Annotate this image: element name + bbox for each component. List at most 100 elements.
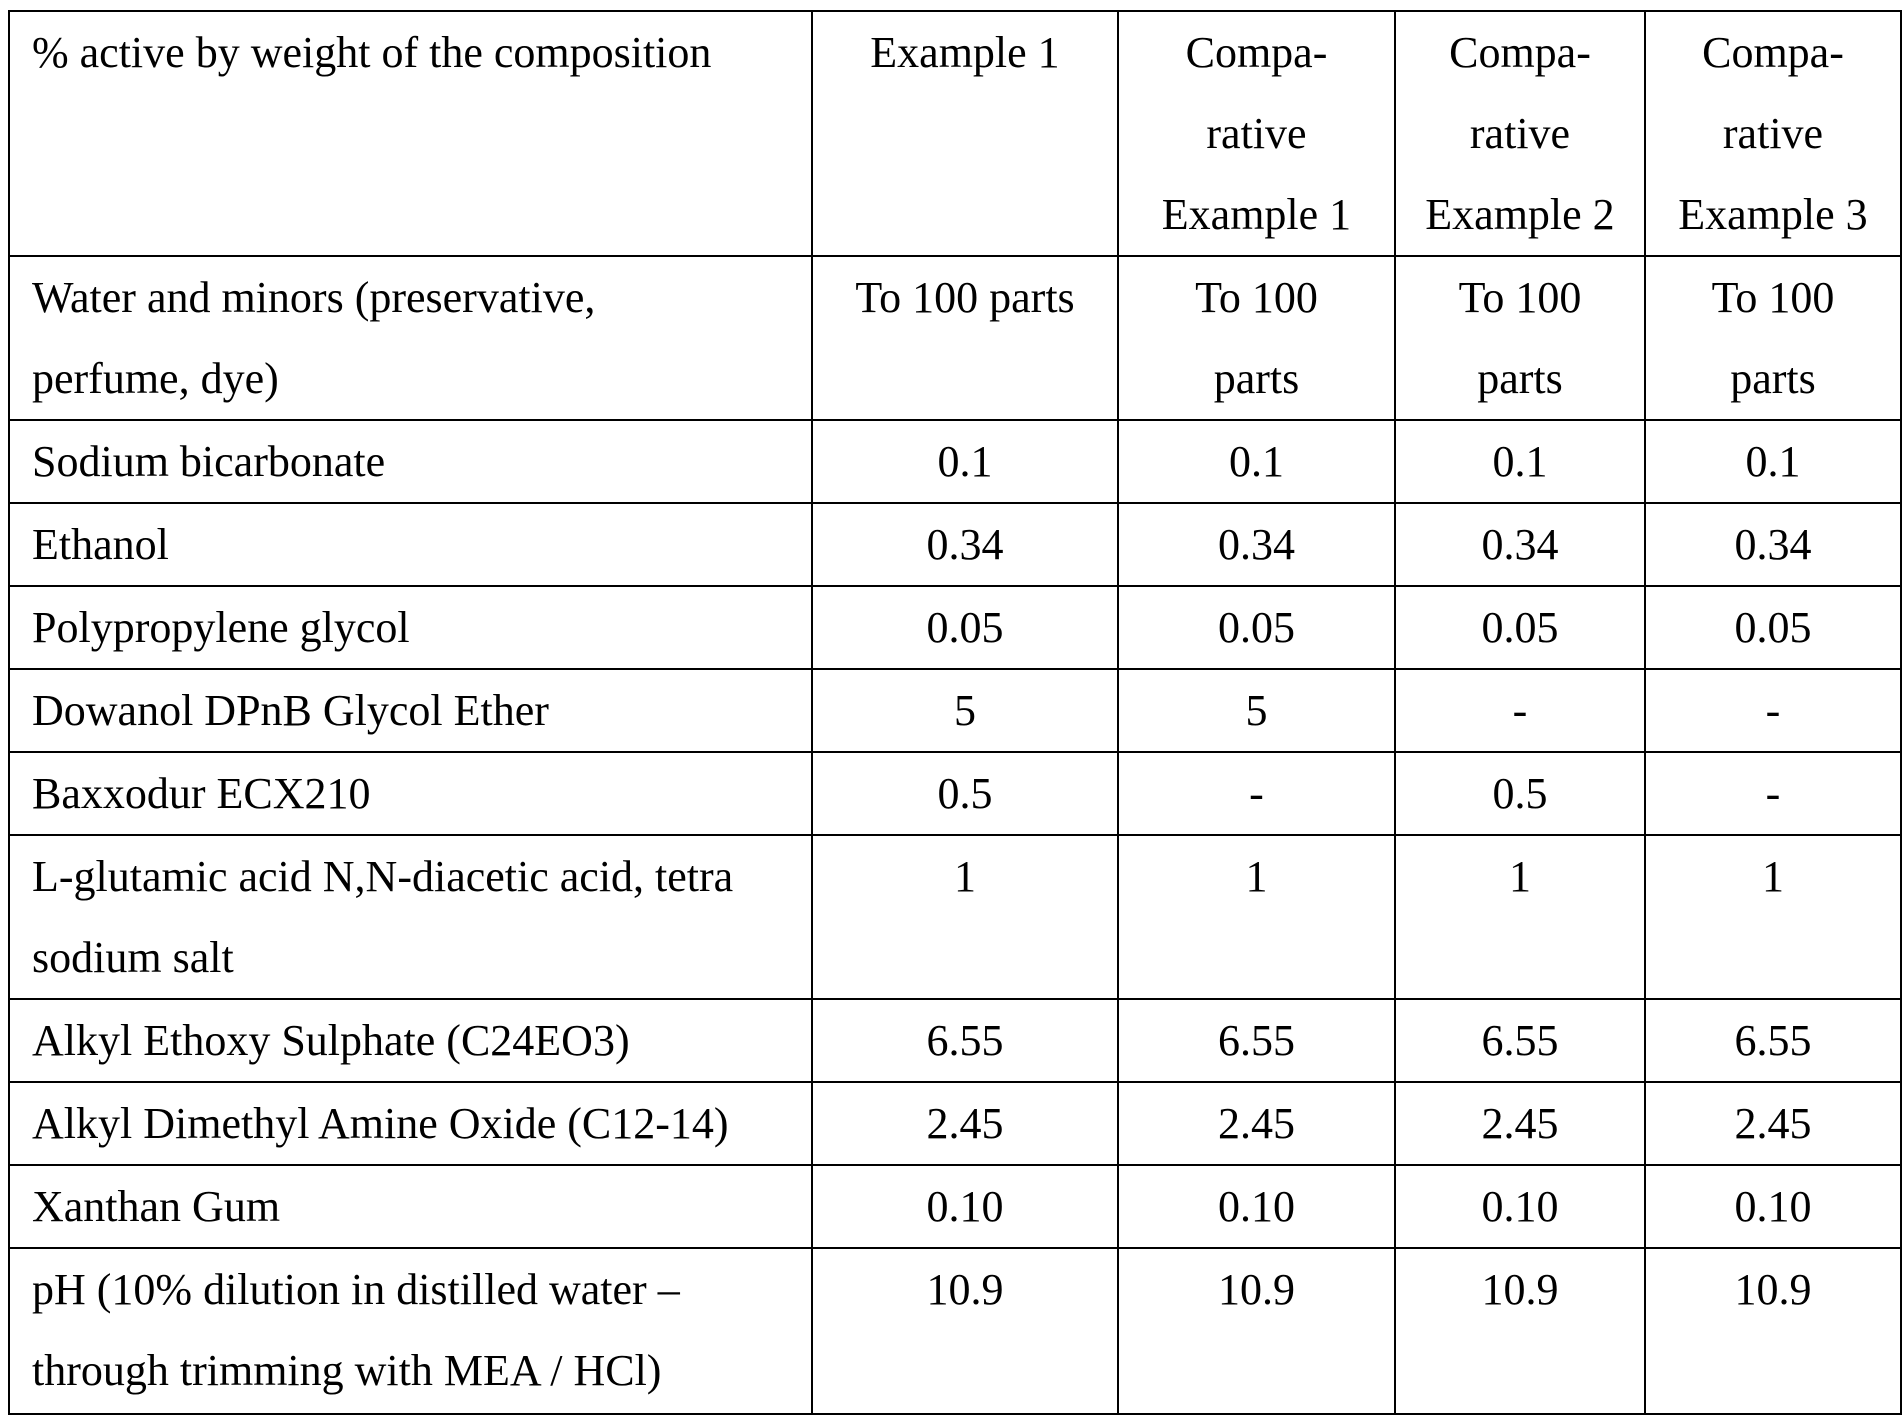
header-line: rative [1402, 93, 1638, 174]
cell-value: 0.34 [819, 504, 1111, 585]
cell-value: parts [1652, 338, 1894, 419]
ingredient-label-cell: Baxxodur ECX210 [9, 752, 812, 835]
cell-value: 0.10 [819, 1166, 1111, 1247]
ingredient-label: sodium salt [32, 917, 797, 998]
value-cell: 6.55 [1395, 999, 1645, 1082]
cell-value: 1 [1652, 836, 1894, 917]
value-cell: 6.55 [1645, 999, 1901, 1082]
cell-value: 0.05 [819, 587, 1111, 668]
header-line: Example 1 [819, 12, 1111, 93]
value-cell: 2.45 [1645, 1082, 1901, 1165]
cell-value: 10.9 [1402, 1249, 1638, 1330]
value-cell: 5 [1118, 669, 1395, 752]
value-cell: 6.55 [812, 999, 1118, 1082]
cell-value: 0.34 [1125, 504, 1388, 585]
ingredient-label: Sodium bicarbonate [32, 421, 797, 502]
value-cell: 0.05 [1118, 586, 1395, 669]
cell-value: 0.05 [1652, 587, 1894, 668]
cell-value: 1 [1402, 836, 1638, 917]
cell-value: parts [1402, 338, 1638, 419]
value-cell: 1 [812, 835, 1118, 999]
ingredient-label: perfume, dye) [32, 338, 797, 419]
value-cell: - [1645, 669, 1901, 752]
cell-value: 6.55 [1125, 1000, 1388, 1081]
value-cell: 5 [812, 669, 1118, 752]
ingredient-label: Alkyl Ethoxy Sulphate (C24EO3) [32, 1000, 797, 1081]
value-cell: 2.45 [1118, 1082, 1395, 1165]
header-line: Example 2 [1402, 174, 1638, 255]
ingredient-label-cell: Dowanol DPnB Glycol Ether [9, 669, 812, 752]
cell-value: 0.1 [1402, 421, 1638, 502]
cell-value: 6.55 [819, 1000, 1111, 1081]
cell-value: 5 [819, 670, 1111, 751]
header-line: Example 3 [1652, 174, 1894, 255]
table-row: Alkyl Ethoxy Sulphate (C24EO3) 6.55 6.55… [9, 999, 1901, 1082]
cell-value: 0.1 [819, 421, 1111, 502]
value-cell: To 100 parts [1645, 256, 1901, 420]
value-cell: - [1118, 752, 1395, 835]
table-row: Ethanol 0.34 0.34 0.34 0.34 [9, 503, 1901, 586]
header-line: Compa- [1125, 12, 1388, 93]
cell-value: - [1125, 753, 1388, 834]
value-cell: 1 [1645, 835, 1901, 999]
ingredient-label-cell: pH (10% dilution in distilled water – th… [9, 1248, 812, 1414]
header-row: % active by weight of the composition Ex… [9, 11, 1901, 256]
value-cell: 10.9 [812, 1248, 1118, 1414]
value-cell: 10.9 [1395, 1248, 1645, 1414]
header-line: rative [1125, 93, 1388, 174]
table-row: Dowanol DPnB Glycol Ether 5 5 - - [9, 669, 1901, 752]
cell-value: 0.10 [1125, 1166, 1388, 1247]
ingredient-label: through trimming with MEA / HCl) [32, 1330, 797, 1411]
ingredient-label: Ethanol [32, 504, 797, 585]
ingredient-label: pH (10% dilution in distilled water – [32, 1249, 797, 1330]
value-cell: 0.1 [812, 420, 1118, 503]
header-line: Example 1 [1125, 174, 1388, 255]
cell-value: - [1652, 670, 1894, 751]
value-cell: 0.05 [1645, 586, 1901, 669]
cell-value: 2.45 [819, 1083, 1111, 1164]
cell-value: - [1402, 670, 1638, 751]
value-cell: 0.05 [812, 586, 1118, 669]
table-row: Baxxodur ECX210 0.5 - 0.5 - [9, 752, 1901, 835]
cell-value: 0.5 [819, 753, 1111, 834]
table-row: pH (10% dilution in distilled water – th… [9, 1248, 1901, 1414]
cell-value: 6.55 [1652, 1000, 1894, 1081]
value-cell: 1 [1118, 835, 1395, 999]
value-cell: 0.5 [1395, 752, 1645, 835]
table-row: L-glutamic acid N,N-diacetic acid, tetra… [9, 835, 1901, 999]
value-cell: 10.9 [1118, 1248, 1395, 1414]
ingredient-label: Polypropylene glycol [32, 587, 797, 668]
cell-value: 0.5 [1402, 753, 1638, 834]
value-cell: 6.55 [1118, 999, 1395, 1082]
header-cell-comparative-example-2: Compa- rative Example 2 [1395, 11, 1645, 256]
cell-value: To 100 parts [819, 257, 1111, 338]
value-cell: 0.1 [1395, 420, 1645, 503]
header-label: % active by weight of the composition [32, 12, 797, 93]
value-cell: 0.1 [1645, 420, 1901, 503]
cell-value: 0.05 [1402, 587, 1638, 668]
cell-value: parts [1125, 338, 1388, 419]
ingredient-label-cell: Water and minors (preservative, perfume,… [9, 256, 812, 420]
value-cell: 0.10 [1645, 1165, 1901, 1248]
ingredient-label-cell: Xanthan Gum [9, 1165, 812, 1248]
cell-value: 1 [819, 836, 1111, 917]
value-cell: 0.34 [1645, 503, 1901, 586]
cell-value: 1 [1125, 836, 1388, 917]
cell-value: 10.9 [1125, 1249, 1388, 1330]
ingredient-label-cell: Polypropylene glycol [9, 586, 812, 669]
table-row: Sodium bicarbonate 0.1 0.1 0.1 0.1 [9, 420, 1901, 503]
cell-value: 0.34 [1652, 504, 1894, 585]
value-cell: 0.34 [1395, 503, 1645, 586]
table-row: Polypropylene glycol 0.05 0.05 0.05 0.05 [9, 586, 1901, 669]
value-cell: - [1645, 752, 1901, 835]
cell-value: 10.9 [819, 1249, 1111, 1330]
ingredient-label: Dowanol DPnB Glycol Ether [32, 670, 797, 751]
value-cell: 0.34 [812, 503, 1118, 586]
ingredient-label-cell: L-glutamic acid N,N-diacetic acid, tetra… [9, 835, 812, 999]
cell-value: 0.1 [1125, 421, 1388, 502]
value-cell: 0.10 [1118, 1165, 1395, 1248]
cell-value: 0.10 [1652, 1166, 1894, 1247]
ingredient-label: Xanthan Gum [32, 1166, 797, 1247]
ingredient-label-cell: Sodium bicarbonate [9, 420, 812, 503]
ingredient-label-cell: Alkyl Dimethyl Amine Oxide (C12-14) [9, 1082, 812, 1165]
